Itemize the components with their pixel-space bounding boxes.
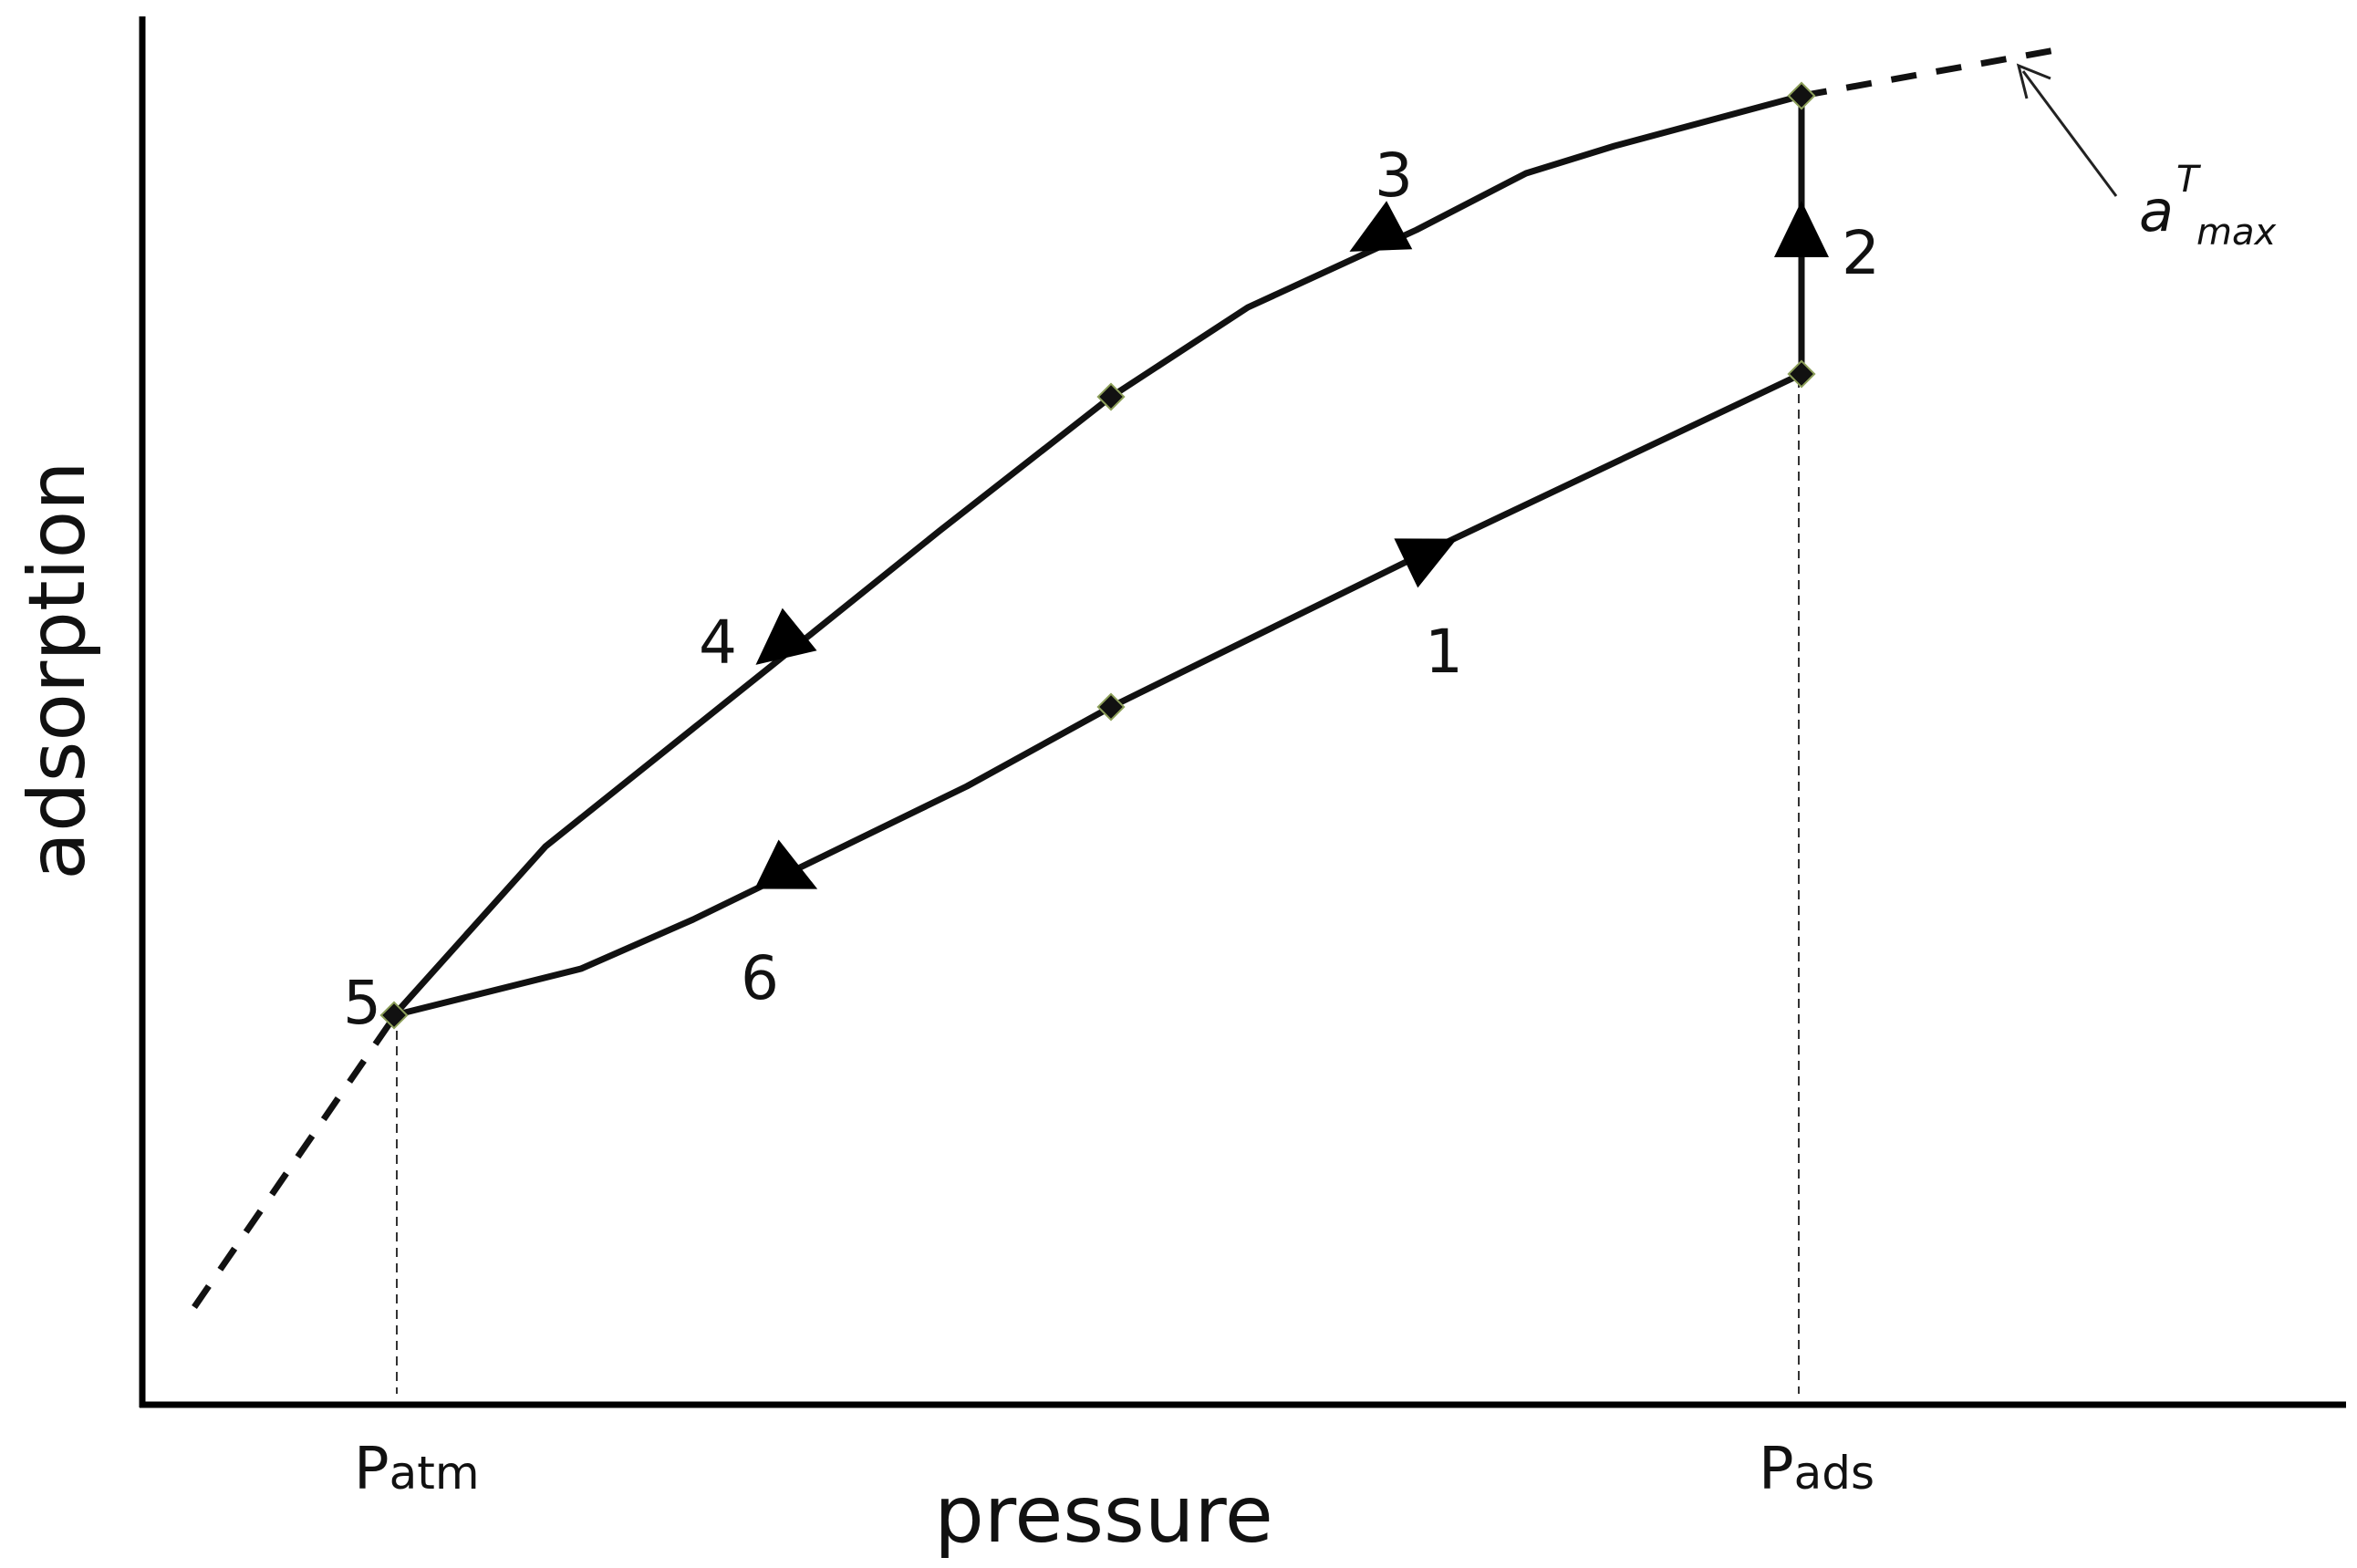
arrow-step-2 bbox=[1774, 201, 1829, 257]
marker-lower-end bbox=[1787, 359, 1816, 389]
a-max-annotation-base: a bbox=[2139, 178, 2174, 244]
p-ads-tick-label: Pads bbox=[1759, 1436, 1874, 1503]
marker-point-5 bbox=[379, 1001, 409, 1030]
label-point-3: 3 bbox=[1375, 140, 1413, 211]
arrow-step-1 bbox=[1394, 538, 1458, 588]
p-ads-sub: ads bbox=[1794, 1447, 1874, 1500]
annotation-pointer-line bbox=[2021, 70, 2118, 197]
arrow-step-6 bbox=[754, 839, 818, 889]
a-max-annotation-sup: T bbox=[2176, 159, 2202, 201]
annotation-pointer-head bbox=[2016, 63, 2051, 99]
isotherm-extension-low bbox=[192, 1015, 397, 1309]
label-point-1: 1 bbox=[1425, 617, 1463, 687]
a-max-annotation-sub: max bbox=[2196, 212, 2276, 254]
p-atm-sub: atm bbox=[389, 1447, 480, 1500]
x-axis-title: pressure bbox=[934, 1469, 1272, 1561]
p-atm-tick-label: Patm bbox=[354, 1436, 480, 1503]
label-point-4: 4 bbox=[699, 607, 737, 678]
upper-branch-curve bbox=[390, 92, 1805, 1019]
p-atm-main: P bbox=[354, 1436, 389, 1503]
label-point-5: 5 bbox=[343, 968, 381, 1038]
arrow-step-3 bbox=[1349, 201, 1413, 252]
marker-lower-mid bbox=[1096, 692, 1126, 722]
y-axis-title: adsorption bbox=[12, 461, 103, 879]
marker-upper-mid bbox=[1096, 382, 1126, 411]
marker-upper-end bbox=[1787, 81, 1816, 110]
arrow-step-4 bbox=[755, 607, 817, 665]
p-ads-main: P bbox=[1759, 1436, 1794, 1503]
label-point-2: 2 bbox=[1842, 218, 1880, 288]
diamond-markers bbox=[379, 81, 1816, 1030]
lower-branch-curve bbox=[390, 370, 1805, 1019]
label-point-6: 6 bbox=[741, 943, 779, 1013]
